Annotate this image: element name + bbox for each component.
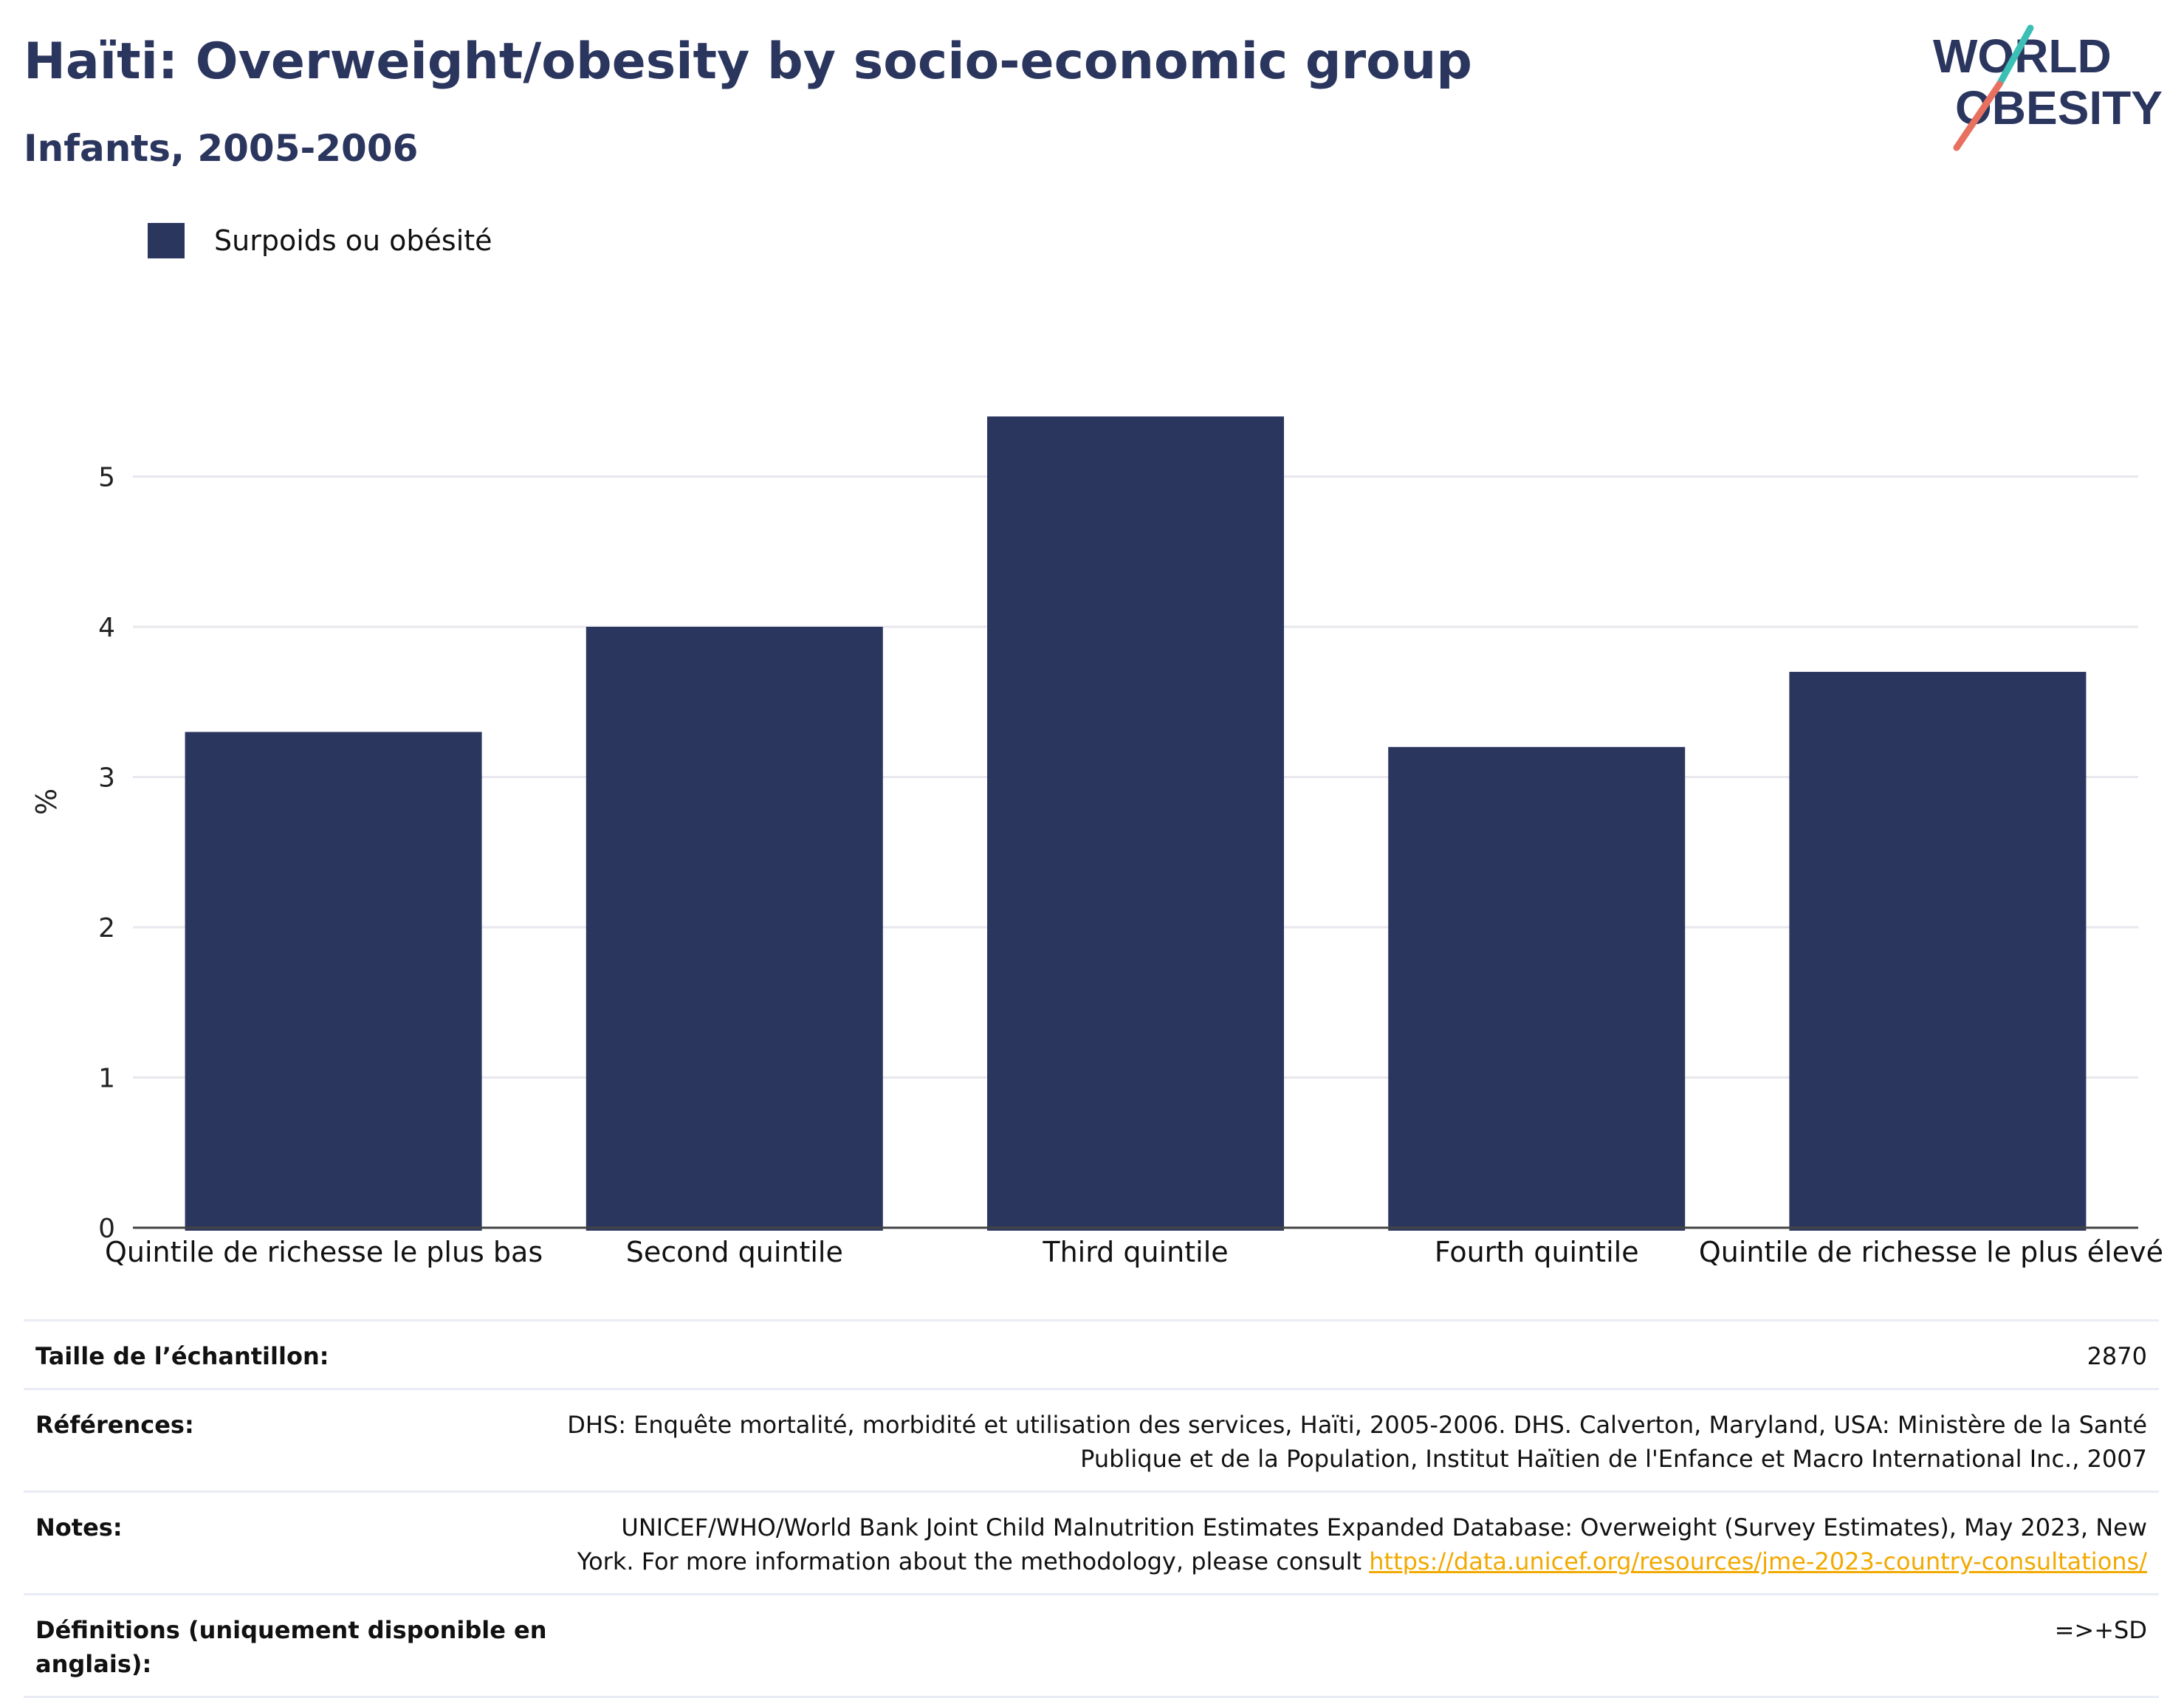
references-row: Références: DHS: Enquête mortalité, morb… bbox=[24, 1388, 2159, 1491]
notes-row: Notes: UNICEF/WHO/World Bank Joint Child… bbox=[24, 1491, 2159, 1593]
sample-size-value: 2870 bbox=[2087, 1342, 2147, 1370]
logo-slash-coral bbox=[1953, 80, 2003, 151]
x-tick-label: Third quintile bbox=[1042, 1236, 1228, 1268]
definitions-value: =>+SD bbox=[2054, 1616, 2147, 1644]
x-tick-label: Second quintile bbox=[626, 1236, 843, 1268]
y-tick-label: 0 bbox=[98, 1214, 115, 1244]
methodology-link[interactable]: https://data.unicef.org/resources/jme-20… bbox=[1369, 1547, 2147, 1575]
bar bbox=[185, 732, 482, 1231]
sample-size-row: Taille de l’échantillon: 2870 bbox=[24, 1319, 2159, 1388]
x-tick-label: Quintile de richesse le plus élevé bbox=[1699, 1236, 2163, 1268]
bar bbox=[586, 627, 883, 1231]
notes-label: Notes: bbox=[35, 1513, 123, 1541]
references-label: Références: bbox=[35, 1411, 194, 1439]
y-tick-label: 4 bbox=[98, 613, 115, 643]
notes-text: UNICEF/WHO/World Bank Joint Child Malnut… bbox=[577, 1513, 2147, 1575]
definitions-row: Définitions (uniquement disponible en an… bbox=[24, 1593, 2159, 1698]
notes-value: UNICEF/WHO/World Bank Joint Child Malnut… bbox=[567, 1510, 2147, 1578]
references-value: DHS: Enquête mortalité, morbidité et uti… bbox=[567, 1411, 2147, 1473]
y-tick-label: 1 bbox=[98, 1064, 115, 1094]
definitions-label: Définitions (uniquement disponible en an… bbox=[35, 1616, 547, 1678]
bar bbox=[1789, 672, 2087, 1231]
bar bbox=[987, 416, 1284, 1231]
sample-size-label: Taille de l’échantillon: bbox=[35, 1342, 329, 1370]
world-obesity-logo: WORLD OBESITY bbox=[1933, 24, 2163, 151]
chart-subtitle: Infants, 2005-2006 bbox=[24, 127, 419, 170]
x-tick-label: Quintile de richesse le plus bas bbox=[105, 1236, 543, 1268]
y-tick-label: 5 bbox=[98, 463, 115, 493]
legend-swatch bbox=[148, 223, 185, 258]
y-tick-label: 2 bbox=[98, 913, 115, 943]
chart-title: Haïti: Overweight/obesity by socio-econo… bbox=[24, 32, 1472, 91]
y-tick-label: 3 bbox=[98, 763, 115, 794]
logo-word-obesity: OBESITY bbox=[1955, 81, 2163, 134]
x-tick-label: Fourth quintile bbox=[1435, 1236, 1639, 1268]
legend-label: Surpoids ou obésité bbox=[214, 224, 492, 257]
legend[interactable]: Surpoids ou obésité bbox=[148, 220, 492, 261]
metadata-table: Taille de l’échantillon: 2870 Références… bbox=[24, 1319, 2159, 1698]
logo-slash-teal bbox=[1996, 24, 2034, 88]
bar bbox=[1388, 746, 1686, 1231]
y-axis-title: % bbox=[30, 788, 63, 815]
bar-chart: 0 1 2 3 4 5% Quintile de richesse le plus bas S… bbox=[30, 416, 2163, 1268]
